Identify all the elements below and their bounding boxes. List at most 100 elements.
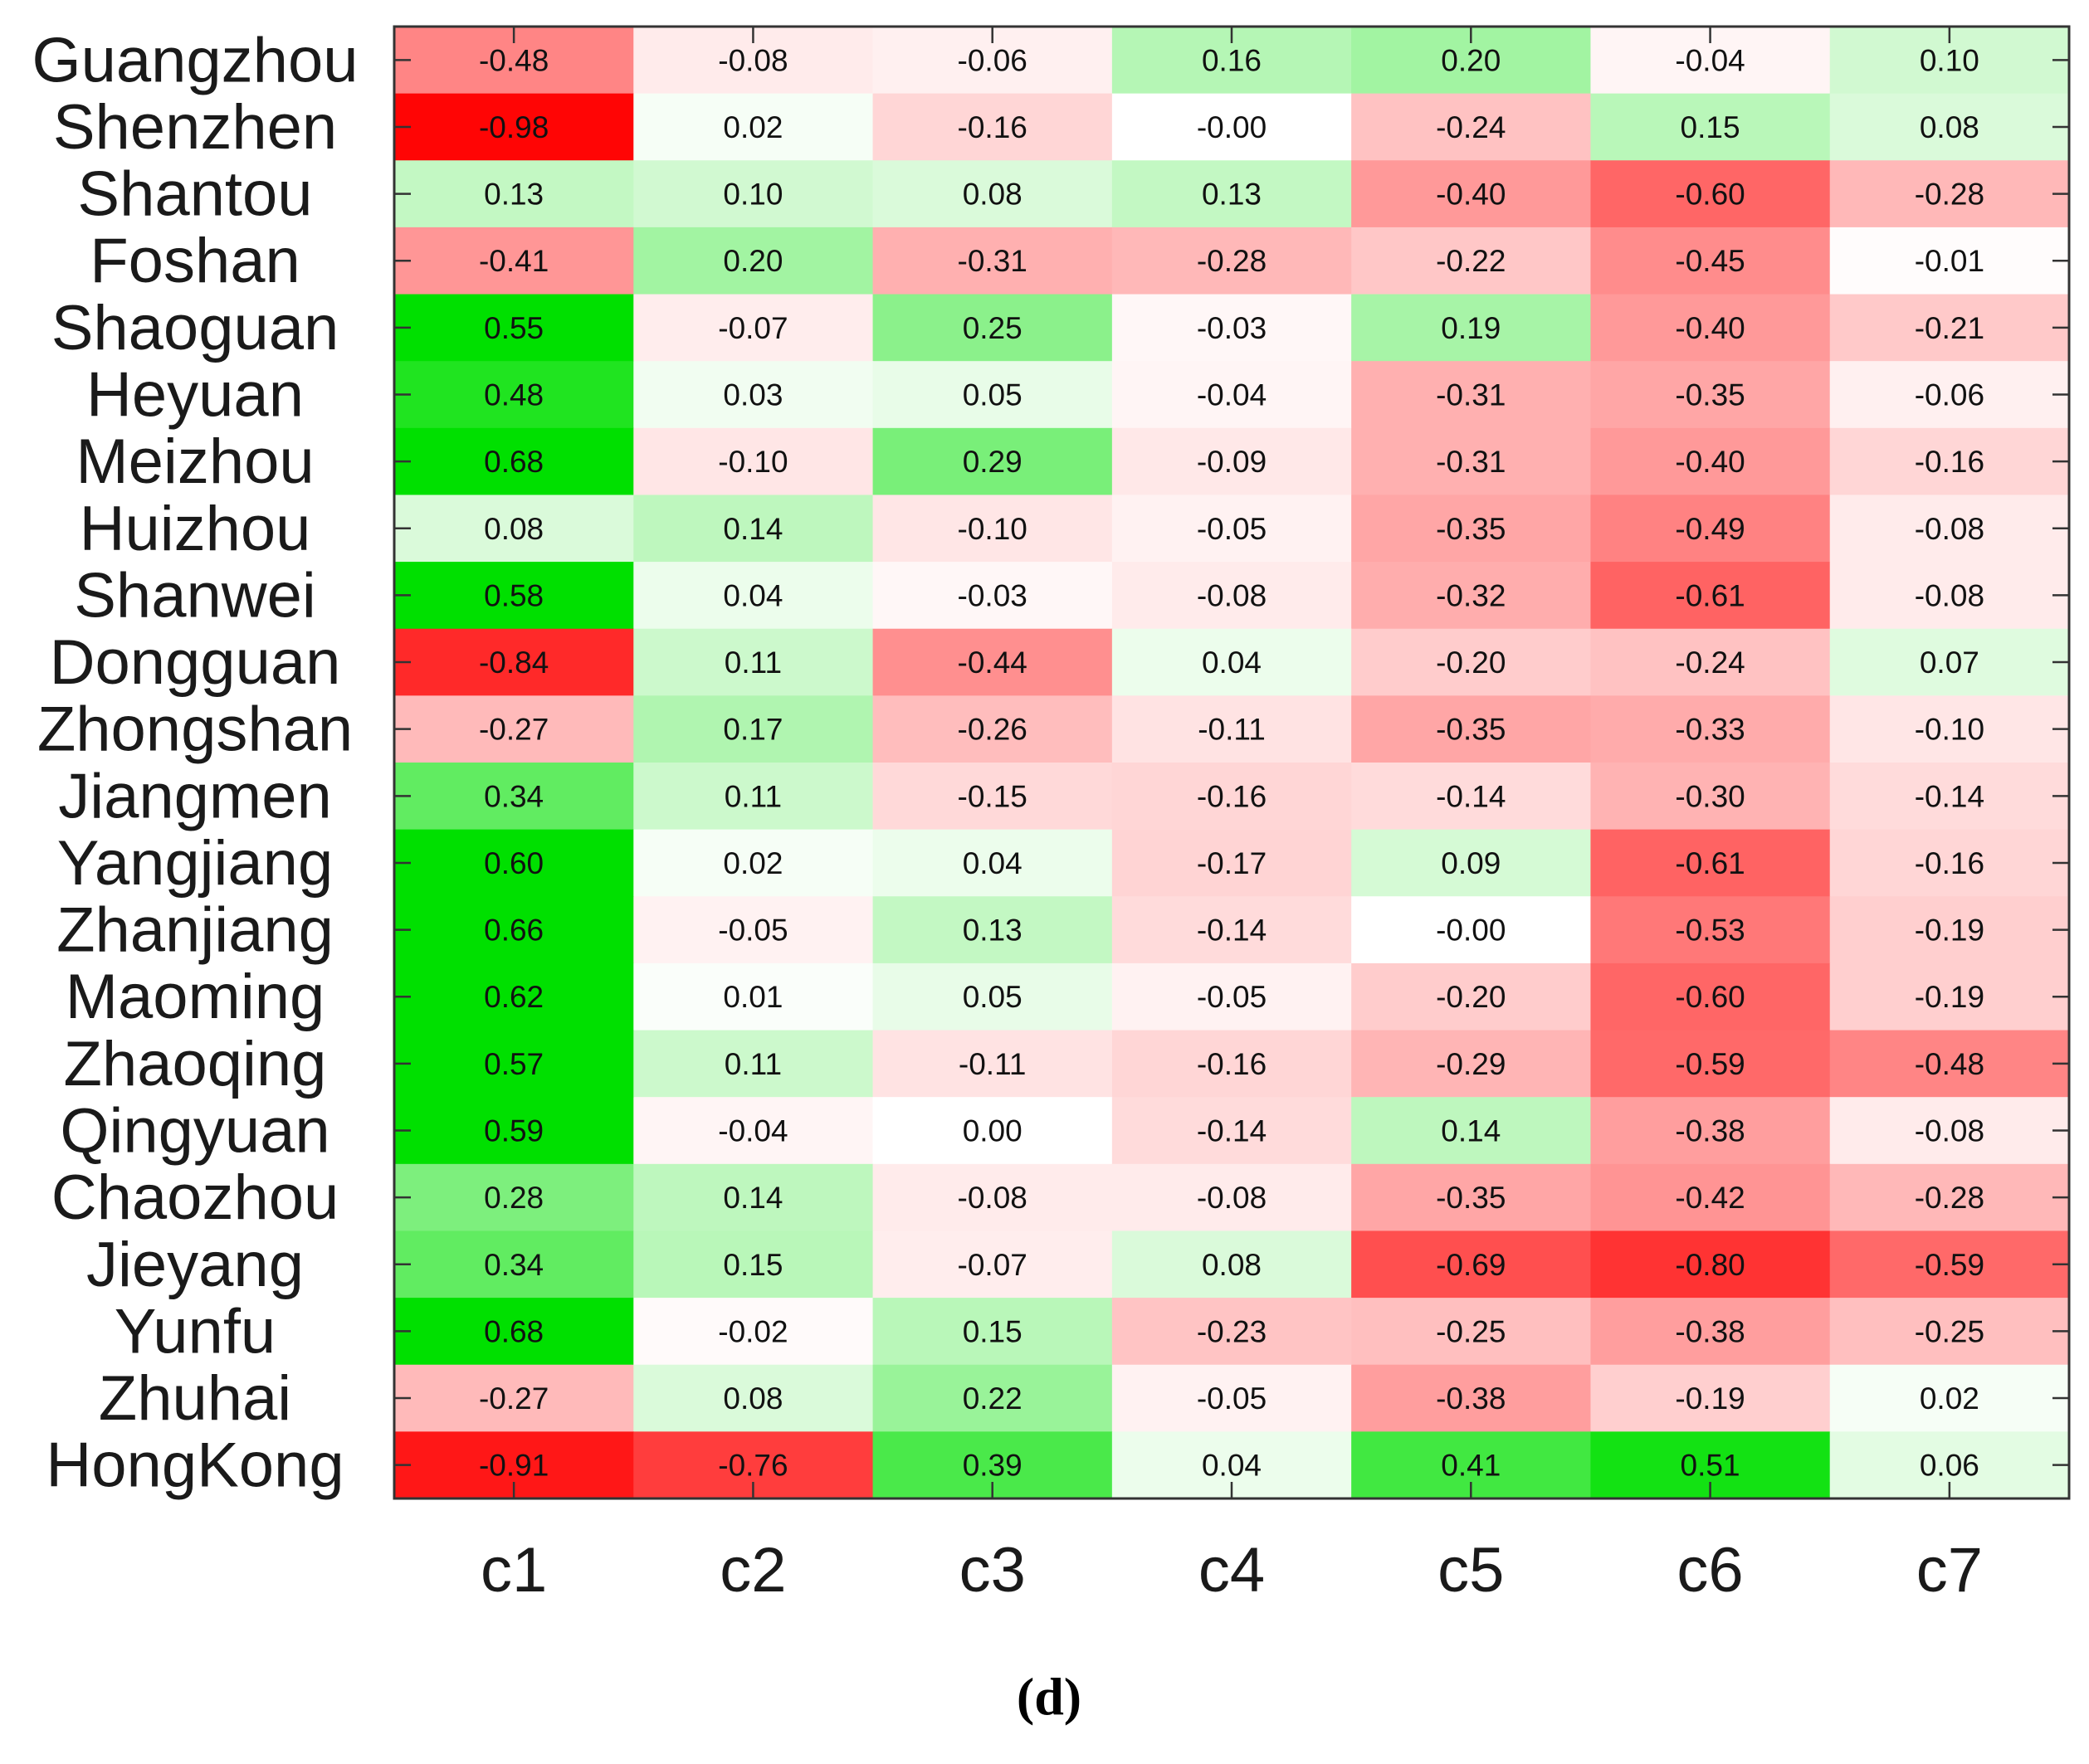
cell-value-label: 0.62 — [484, 980, 544, 1014]
heatmap-cell — [633, 1163, 874, 1232]
cell-value-label: 0.48 — [484, 378, 544, 412]
cell-value-label: -0.11 — [959, 1047, 1027, 1081]
row-label: Shenzhen — [53, 92, 337, 163]
heatmap-cell — [394, 962, 634, 1031]
heatmap-cell — [1829, 562, 2070, 630]
cell-value-label: 0.11 — [725, 646, 782, 680]
heatmap-cell — [1829, 294, 2070, 362]
cell-value-label: -0.05 — [718, 914, 788, 948]
cell-value-label: -0.10 — [958, 512, 1027, 546]
heatmap-cell — [872, 495, 1113, 563]
cell-value-label: 0.05 — [963, 378, 1023, 412]
heatmap-cell — [394, 562, 634, 630]
heatmap-cell — [1590, 628, 1831, 696]
cell-value-label: 0.29 — [963, 445, 1023, 479]
heatmap-cell — [633, 93, 874, 161]
cell-value-label: 0.58 — [484, 578, 544, 612]
heatmap-cell — [1590, 763, 1831, 831]
cell-value-label: -0.00 — [1197, 110, 1267, 144]
heatmap-cell — [1111, 1163, 1352, 1232]
cell-value-label: -0.69 — [1436, 1248, 1506, 1282]
figure-caption: (d) — [1017, 1667, 1081, 1726]
heatmap-cell — [633, 962, 874, 1031]
cell-value-label: 0.05 — [963, 980, 1023, 1014]
column-label: c5 — [1437, 1535, 1504, 1606]
heatmap-cell — [394, 160, 634, 228]
cell-value-label: 0.57 — [484, 1047, 544, 1081]
cell-value-label: 0.08 — [963, 178, 1023, 212]
cell-value-label: -0.03 — [1197, 311, 1267, 345]
heatmap-cell — [633, 829, 874, 897]
cell-value-label: -0.16 — [1197, 779, 1267, 813]
cell-value-label: -0.35 — [1675, 378, 1745, 412]
cell-value-label: -0.45 — [1675, 244, 1745, 278]
cell-value-label: 0.02 — [723, 846, 783, 880]
cell-value-label: 0.01 — [723, 980, 783, 1014]
column-label: c3 — [959, 1535, 1026, 1606]
heatmap-cell — [872, 1030, 1113, 1098]
cell-value-label: -0.08 — [718, 43, 788, 77]
cell-value-label: 0.10 — [723, 178, 783, 212]
heatmap-cell — [1590, 294, 1831, 362]
cell-value-label: -0.08 — [1915, 1114, 1984, 1148]
heatmap-cell — [872, 294, 1113, 362]
row-label: Heyuan — [86, 360, 304, 431]
heatmap-cell — [1590, 227, 1831, 295]
heatmap-cell — [1590, 1364, 1831, 1432]
cell-value-label: 0.02 — [723, 110, 783, 144]
cell-value-label: 0.68 — [484, 445, 544, 479]
row-label: Meizhou — [76, 426, 314, 497]
heatmap-cell — [1590, 1030, 1831, 1098]
cell-value-label: -0.30 — [1675, 779, 1745, 813]
heatmap-cell — [633, 427, 874, 496]
cell-value-label: 0.20 — [1441, 43, 1501, 77]
heatmap-cell — [1351, 1230, 1592, 1299]
cell-value-label: 0.34 — [484, 1248, 544, 1282]
cell-value-label: -0.32 — [1436, 578, 1506, 612]
cell-value-label: -0.08 — [1197, 578, 1267, 612]
cell-value-label: 0.13 — [484, 178, 544, 212]
cell-value-label: 0.22 — [963, 1381, 1023, 1416]
cell-value-label: 0.51 — [1681, 1449, 1740, 1483]
cell-value-label: -0.05 — [1197, 980, 1267, 1014]
heatmap-cell — [1351, 628, 1592, 696]
cell-value-label: -0.23 — [1197, 1314, 1267, 1348]
cell-value-label: -0.27 — [479, 713, 549, 747]
row-label: Dongguan — [50, 627, 341, 698]
heatmap-cell — [394, 227, 634, 295]
cell-value-label: 0.14 — [1441, 1114, 1501, 1148]
heatmap-cell — [1351, 361, 1592, 429]
heatmap-cell — [1351, 1030, 1592, 1098]
cell-value-label: 0.02 — [1920, 1381, 1979, 1416]
heatmap-cell — [872, 1163, 1113, 1232]
heatmap-cell — [394, 1364, 634, 1432]
heatmap-cell — [633, 695, 874, 763]
cell-value-label: 0.04 — [1202, 646, 1262, 680]
cell-value-label: -0.16 — [1197, 1047, 1267, 1081]
heatmap-cell — [394, 1230, 634, 1299]
cell-value-label: 0.13 — [963, 914, 1023, 948]
cell-value-label: -0.10 — [718, 445, 788, 479]
cell-value-label: 0.66 — [484, 914, 544, 948]
cell-value-label: -0.31 — [1436, 445, 1506, 479]
cell-value-label: 0.55 — [484, 311, 544, 345]
heatmap-cell — [1351, 227, 1592, 295]
heatmap-cell — [1590, 562, 1831, 630]
cell-value-label: -0.11 — [1198, 713, 1266, 747]
cell-value-label: -0.28 — [1915, 178, 1984, 212]
heatmap-cell — [1351, 763, 1592, 831]
cell-value-label: 0.19 — [1441, 311, 1501, 345]
cell-value-label: -0.14 — [1436, 779, 1506, 813]
column-labels: c1 c2 c3 c4 c5 c6 c7 — [481, 1535, 1983, 1606]
cell-value-label: -0.42 — [1675, 1181, 1745, 1215]
row-label: Shanwei — [74, 560, 316, 631]
heatmap-cell — [1829, 695, 2070, 763]
cell-value-label: -0.35 — [1436, 713, 1506, 747]
heatmap-cell — [1351, 1298, 1592, 1366]
column-label: c4 — [1198, 1535, 1265, 1606]
cell-value-label: -0.15 — [958, 779, 1027, 813]
cell-value-label: -0.40 — [1436, 178, 1506, 212]
cell-value-label: -0.59 — [1675, 1047, 1745, 1081]
cell-value-label: 0.15 — [723, 1248, 783, 1282]
